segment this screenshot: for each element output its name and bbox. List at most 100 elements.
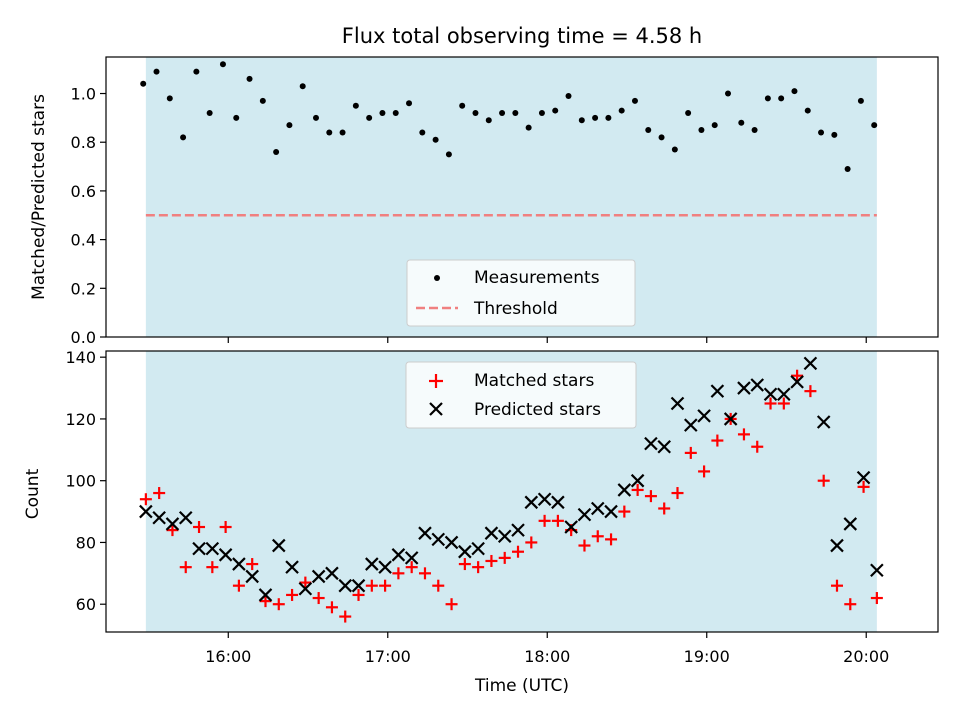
measurement-point <box>193 68 200 75</box>
predicted-stars-points <box>139 356 884 602</box>
predicted-star-point <box>285 560 299 574</box>
measurement-point <box>764 95 771 102</box>
legend-matched-label: Matched stars <box>474 371 594 391</box>
bottom-y-tick-label: 100 <box>65 472 96 491</box>
predicted-star-point <box>830 538 844 553</box>
legend-predicted-marker <box>429 402 443 416</box>
matched-star-point <box>246 558 259 571</box>
top-y-tick-label: 0.0 <box>71 328 96 347</box>
measurement-point <box>778 95 785 102</box>
predicted-star-point <box>737 381 751 395</box>
measurement-point <box>618 107 625 114</box>
predicted-star-point <box>391 548 406 562</box>
measurement-point <box>445 151 452 158</box>
predicted-star-point <box>351 578 366 593</box>
bottom-y-ticks: 60 80 100 120 140 <box>65 348 106 614</box>
measurement-point <box>286 122 293 129</box>
matched-star-point <box>684 446 697 459</box>
matched-star-point <box>365 579 378 592</box>
measurement-point <box>791 88 798 95</box>
legend-matched-marker <box>429 374 443 388</box>
predicted-star-point <box>232 557 246 571</box>
predicted-star-point <box>192 541 206 556</box>
predicted-star-point <box>723 412 738 426</box>
measurement-point <box>645 127 652 134</box>
predicted-star-point <box>298 581 313 596</box>
measurement-point <box>831 131 838 138</box>
bottom-y-tick-label: 140 <box>65 348 96 367</box>
measurement-point <box>578 117 585 124</box>
predicted-star-point <box>165 517 180 531</box>
predicted-star-point <box>418 526 432 540</box>
matched-star-point <box>379 579 392 592</box>
measurement-point <box>140 80 147 87</box>
matched-star-point <box>737 428 750 441</box>
measurement-point <box>153 68 160 75</box>
measurement-point <box>552 107 559 114</box>
bottom-y-tick-label: 80 <box>76 533 96 552</box>
top-panel: 0.0 0.2 0.4 0.6 0.8 1.0 Matched/Predicted sta… <box>29 56 939 347</box>
matched-star-point <box>325 601 338 614</box>
measurement-point <box>711 122 718 129</box>
matched-star-point <box>764 397 777 410</box>
measurement-point <box>698 127 705 134</box>
measurement-point <box>392 110 399 116</box>
matched-star-point <box>830 579 843 592</box>
predicted-star-point <box>205 541 220 556</box>
x-tick-label: 16:00 <box>205 647 251 666</box>
top-y-tick-label: 0.8 <box>71 133 96 152</box>
measurement-point <box>818 129 825 136</box>
top-axes-frame <box>105 56 939 338</box>
matched-star-point <box>339 610 352 623</box>
matched-star-point <box>804 385 817 398</box>
predicted-star-point <box>365 557 379 571</box>
matched-star-point <box>432 579 445 592</box>
matched-star-point <box>458 558 471 571</box>
predicted-star-point <box>617 483 632 497</box>
measurement-point <box>312 114 319 121</box>
legend-measurements-marker <box>434 275 440 281</box>
predicted-star-point <box>497 529 512 544</box>
x-tick-label: 18:00 <box>524 647 570 666</box>
measurement-point <box>406 100 413 107</box>
matched-star-point <box>193 521 206 534</box>
matched-star-point <box>671 487 684 500</box>
matched-star-point <box>525 536 538 549</box>
top-y-tick-label: 0.2 <box>71 279 96 298</box>
predicted-star-point <box>378 560 392 574</box>
matched-star-point <box>392 567 405 580</box>
legend-measurements-label: Measurements <box>474 268 600 288</box>
predicted-star-point <box>152 510 166 525</box>
measurement-point <box>631 97 638 104</box>
top-x-ticks <box>227 337 867 343</box>
measurement-point <box>432 136 439 143</box>
matched-star-point <box>286 588 299 601</box>
predicted-star-point <box>245 569 259 584</box>
measurement-point <box>339 129 346 136</box>
predicted-star-point <box>670 396 685 411</box>
measurement-point <box>565 92 572 99</box>
measurement-point <box>166 95 173 102</box>
top-y-tick-label: 1.0 <box>71 85 96 104</box>
matched-star-point <box>206 561 219 574</box>
predicted-star-point <box>524 495 539 510</box>
x-tick-label: 19:00 <box>684 647 730 666</box>
matched-star-point <box>219 521 232 534</box>
x-axis-label: Time (UTC) <box>474 676 569 696</box>
predicted-star-point <box>630 473 645 488</box>
predicted-star-point <box>763 387 778 402</box>
matched-star-point <box>711 434 724 447</box>
predicted-star-point <box>139 504 153 519</box>
predicted-star-point <box>843 517 858 531</box>
measurement-point <box>512 110 519 116</box>
predicted-star-point <box>644 436 658 451</box>
predicted-star-point <box>178 510 193 525</box>
predicted-star-point <box>338 578 353 593</box>
bottom-legend-box <box>405 361 637 429</box>
measurement-point <box>485 117 492 124</box>
matched-star-point <box>498 551 511 564</box>
predicted-star-point <box>484 526 499 540</box>
measurement-point <box>459 102 466 109</box>
top-y-tick-label: 0.6 <box>71 182 96 201</box>
